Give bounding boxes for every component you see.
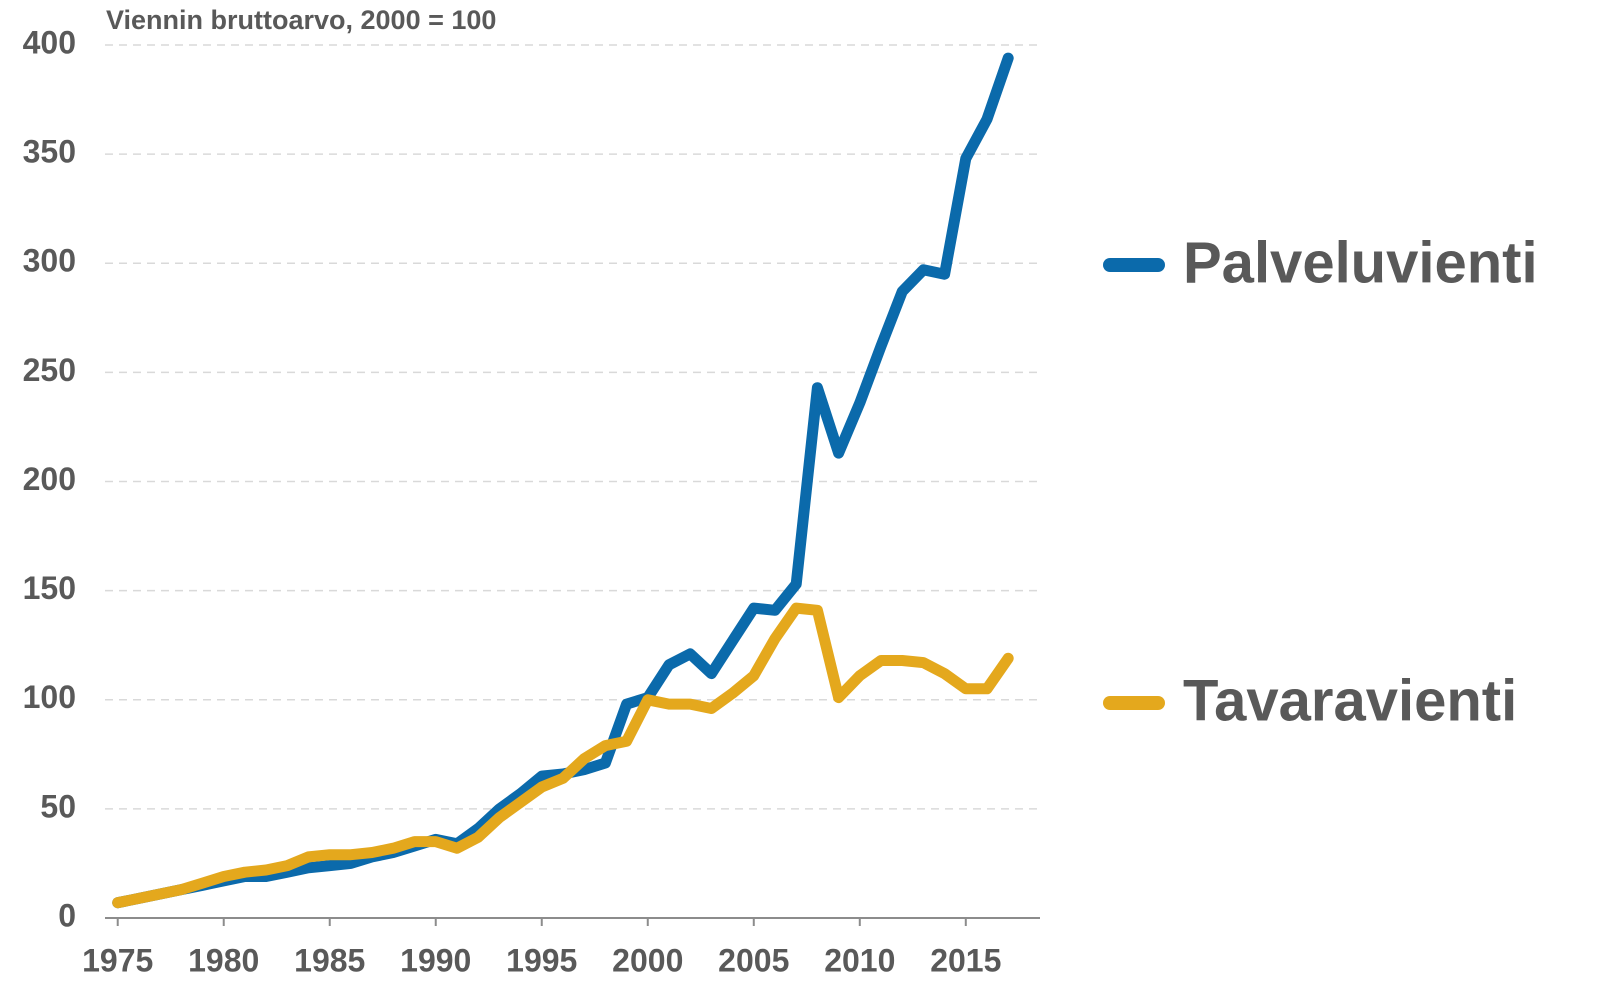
x-tick-label: 1990 — [400, 942, 471, 978]
x-tick-label: 1995 — [506, 942, 577, 978]
y-tick-label: 100 — [23, 679, 76, 715]
legend-label: Palveluvienti — [1183, 230, 1538, 295]
y-tick-label: 50 — [40, 788, 76, 824]
x-tick-label: 2010 — [824, 942, 895, 978]
x-tick-label: 2005 — [718, 942, 789, 978]
y-tick-label: 400 — [23, 24, 76, 60]
x-tick-label: 2015 — [930, 942, 1001, 978]
y-tick-label: 300 — [23, 243, 76, 279]
legend-label: Tavaravienti — [1183, 668, 1517, 733]
x-tick-label: 1985 — [294, 942, 365, 978]
y-tick-label: 250 — [23, 352, 76, 388]
y-tick-label: 200 — [23, 461, 76, 497]
x-tick-label: 2000 — [612, 942, 683, 978]
x-tick-label: 1980 — [188, 942, 259, 978]
y-tick-label: 0 — [58, 897, 76, 933]
y-tick-label: 350 — [23, 134, 76, 170]
series-line — [112, 602, 1014, 909]
chart-subtitle: Viennin bruttoarvo, 2000 = 100 — [106, 5, 496, 35]
y-tick-label: 150 — [23, 570, 76, 606]
x-tick-label: 1975 — [82, 942, 153, 978]
